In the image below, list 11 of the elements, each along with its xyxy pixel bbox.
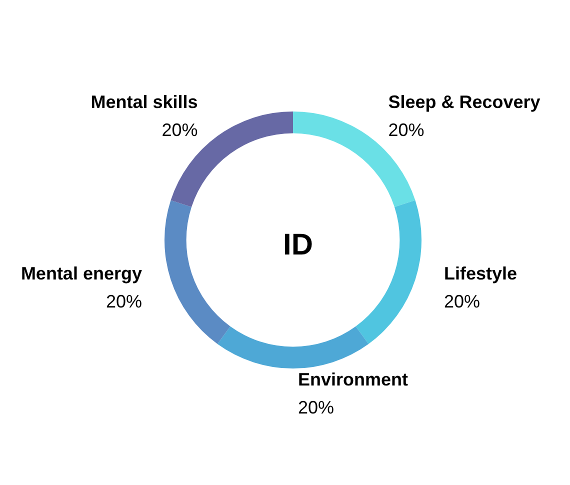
data-label: 20% [388, 120, 424, 140]
data-label: 20% [298, 398, 334, 418]
slice-label: Environment [298, 370, 408, 390]
text: ID [283, 228, 313, 262]
slice-label: Sleep & Recovery [388, 92, 540, 112]
data-label: 20% [162, 120, 198, 140]
data-label: 20% [444, 291, 480, 312]
slice-label: Lifestyle [444, 263, 518, 284]
slice-label: Mental skills [90, 92, 198, 112]
data-label: 20% [106, 291, 142, 312]
slice-label: Mental energy [20, 263, 142, 284]
